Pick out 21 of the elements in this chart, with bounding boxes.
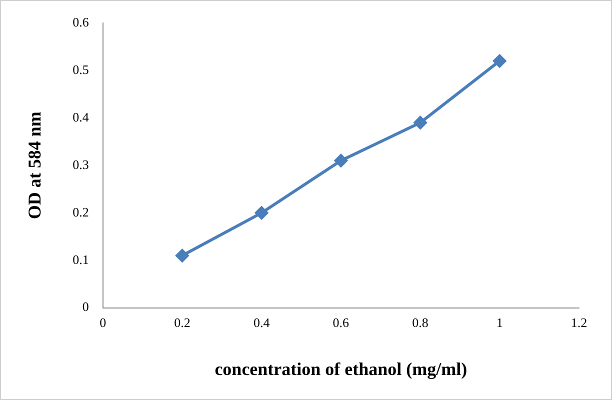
x-tick-label: 0.8	[412, 315, 428, 330]
x-tick-label: 0.2	[174, 315, 190, 330]
x-tick-label: 0.4	[253, 315, 270, 330]
y-tick-label: 0.1	[72, 252, 89, 267]
point	[176, 249, 189, 262]
y-tick-label: 0.6	[72, 14, 90, 30]
y-axis-title: OD at 584 nm	[24, 112, 44, 220]
point	[255, 206, 268, 220]
x-tick-label: 1.2	[570, 315, 588, 330]
x-tick-label: 1	[496, 315, 503, 330]
y-tick-label: 0.5	[72, 62, 89, 77]
point	[334, 154, 348, 168]
point	[493, 54, 506, 68]
x-axis-title: concentration of ethanol (mg/ml)	[214, 358, 468, 379]
x-tick-label: 0.6	[332, 315, 350, 330]
y-tick-label: 0.2	[72, 204, 89, 220]
y-tick-label: 0	[82, 299, 89, 314]
y-tick-label: 0.3	[72, 156, 89, 172]
y-tick-label: 0.4	[72, 109, 90, 124]
x-tick-label: 0	[100, 315, 106, 330]
point	[414, 116, 427, 130]
